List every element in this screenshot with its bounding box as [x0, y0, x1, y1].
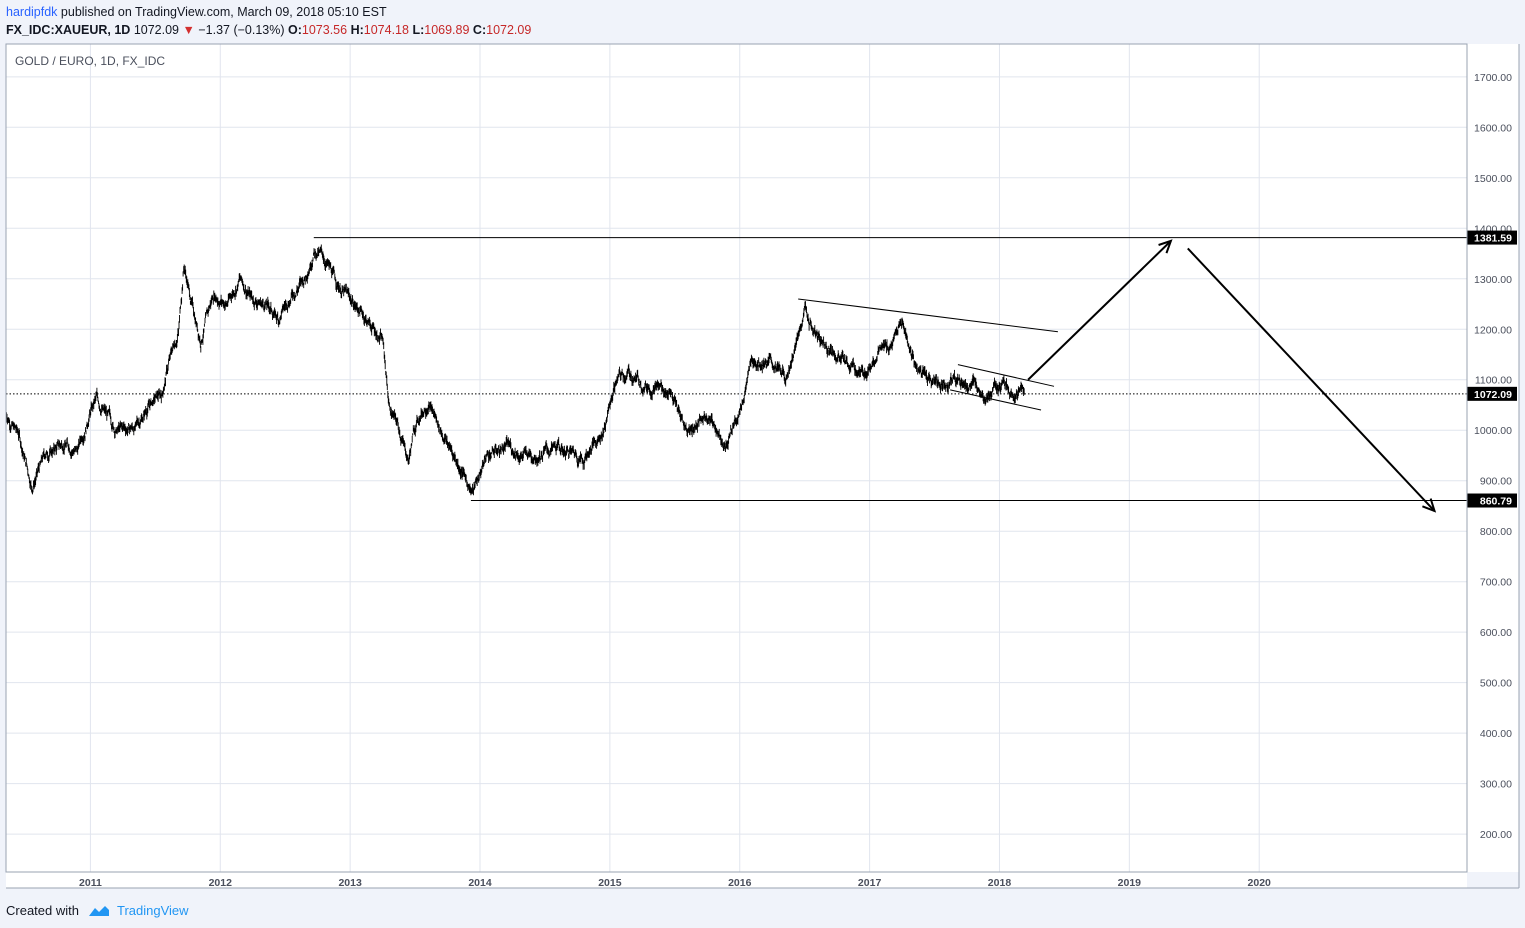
arrow-down-shaft	[1187, 247, 1436, 512]
current-price-label: 1072.09	[1474, 389, 1512, 401]
time-axis[interactable]	[6, 872, 1467, 888]
close-label: C:	[472, 23, 487, 37]
high-label: H:	[350, 23, 364, 37]
y-tick-label: 600.00	[1480, 627, 1512, 639]
down-triangle-icon: ▼	[182, 23, 195, 37]
drawings	[6, 237, 1467, 513]
support-price-tag	[1467, 493, 1517, 508]
created-with-label: Created with	[6, 903, 79, 918]
x-tick-label: 2014	[468, 877, 492, 889]
y-tick-label: 300.00	[1480, 779, 1512, 791]
axes: 200.00 300.00 400.00 500.00 600.00 700.00 800.…	[79, 72, 1517, 889]
channel-lower	[950, 389, 1042, 411]
plot-border	[5, 43, 1468, 873]
y-tick-label: 1700.00	[1474, 72, 1512, 84]
plot-background	[6, 44, 1467, 872]
arrow-down-head	[1422, 498, 1437, 513]
close-value: 1072.09	[486, 23, 532, 37]
publish-header: hardipfdk published on TradingView.com, …	[6, 4, 387, 21]
open-label: O:	[288, 23, 302, 37]
y-tick-label: 1500.00	[1474, 173, 1512, 185]
symbol-label[interactable]: FX_IDC:XAUEUR, 1D	[6, 23, 131, 37]
grid	[6, 44, 1467, 872]
low-value: 1069.89	[424, 23, 470, 37]
y-tick-label: 1200.00	[1474, 324, 1512, 336]
x-tick-label: 2011	[79, 877, 102, 889]
y-tick-label: 1300.00	[1474, 274, 1512, 286]
y-tick-label: 1100.00	[1475, 375, 1512, 387]
published-text: published on TradingView.com, March 09, …	[60, 5, 387, 19]
channel-upper	[957, 364, 1055, 387]
support-price-label: 860.79	[1480, 496, 1512, 508]
y-tick-label: 400.00	[1480, 728, 1512, 740]
quote-line: FX_IDC:XAUEUR, 1D 1072.09 ▼ −1.37 (−0.13…	[6, 22, 531, 39]
resistance-price-tag	[1467, 230, 1517, 245]
author-link[interactable]: hardipfdk	[6, 5, 58, 19]
y-tick-label: 500.00	[1480, 678, 1512, 690]
last-price: 1072.09	[133, 23, 179, 37]
x-tick-label: 2015	[598, 877, 622, 889]
x-tick-label: 2017	[858, 877, 882, 889]
arrow-up-shaft	[1027, 240, 1172, 381]
low-label: L:	[412, 23, 425, 37]
chart-title: GOLD / EURO, 1D, FX_IDC	[15, 54, 165, 68]
x-tick-label: 2012	[209, 877, 233, 889]
y-tick-label: 700.00	[1480, 577, 1512, 589]
y-tick-label: 900.00	[1480, 476, 1512, 488]
chart-area[interactable]: 200.00 300.00 400.00 500.00 600.00 700.00 800.…	[0, 0, 1525, 900]
upper-trendline	[798, 298, 1058, 333]
footer: Created with TradingView	[6, 902, 189, 920]
resistance-price-label: 1381.59	[1474, 233, 1512, 245]
x-tick-label: 2020	[1248, 877, 1272, 889]
tradingview-link[interactable]: TradingView	[116, 903, 189, 918]
y-tick-label: 1000.00	[1474, 425, 1512, 437]
x-tick-label: 2016	[728, 877, 752, 889]
current-price-tag	[1467, 386, 1517, 401]
y-tick-label: 200.00	[1480, 829, 1512, 841]
price-change: −1.37 (−0.13%)	[198, 23, 285, 37]
price-axis[interactable]	[1467, 44, 1519, 872]
y-tick-label: 1600.00	[1474, 122, 1512, 134]
tradingview-logo-icon	[88, 906, 109, 916]
y-tick-label: 800.00	[1480, 526, 1512, 538]
high-value: 1074.18	[363, 23, 409, 37]
x-tick-label: 2013	[338, 877, 362, 889]
arrow-up-head	[1158, 239, 1173, 254]
x-tick-label: 2018	[988, 877, 1012, 889]
open-value: 1073.56	[301, 23, 348, 37]
x-tick-label: 2019	[1118, 877, 1142, 889]
